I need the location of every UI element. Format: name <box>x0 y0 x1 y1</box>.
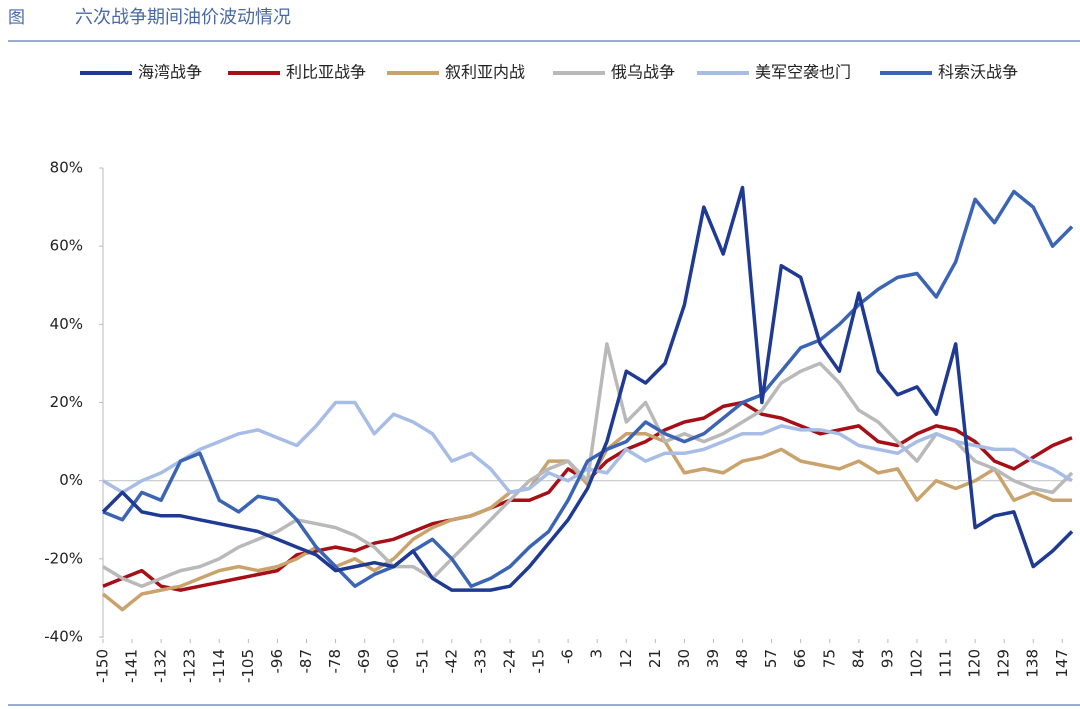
x-tick-label: 147 <box>1053 649 1071 678</box>
x-tick-label: -69 <box>355 649 373 674</box>
x-tick-label: -24 <box>500 649 518 674</box>
legend-label: 利比亚战争 <box>286 63 366 82</box>
series-line <box>102 189 1074 588</box>
x-tick-label: -132 <box>152 649 170 683</box>
x-tick-label: -105 <box>239 649 257 683</box>
x-tick-label: 111 <box>937 649 955 678</box>
x-tick-label: -114 <box>210 649 228 683</box>
x-tick-label: -96 <box>268 649 286 674</box>
x-tick-label: -78 <box>326 649 344 674</box>
x-tick-label: 120 <box>966 649 984 678</box>
x-tick-label: -6 <box>559 649 577 664</box>
x-tick-label: 93 <box>878 649 896 668</box>
x-tick-label: -150 <box>94 649 112 683</box>
legend-label: 俄乌战争 <box>611 63 675 82</box>
series-line <box>101 185 1074 592</box>
x-tick-label: 3 <box>588 649 606 659</box>
x-tick-label: 39 <box>704 649 722 668</box>
legend-label: 美军空袭也门 <box>755 63 851 82</box>
x-tick-label: 12 <box>617 649 635 668</box>
x-tick-label: -87 <box>297 649 315 674</box>
x-tick-label: -51 <box>413 649 431 674</box>
y-tick-label: -40% <box>44 628 83 646</box>
x-tick-label: 57 <box>762 649 780 668</box>
x-tick-label: 30 <box>675 649 693 668</box>
legend-label: 叙利亚内战 <box>445 63 525 82</box>
chart-title: 六次战争期间油价波动情况 <box>75 7 291 28</box>
y-tick-label: 80% <box>50 159 83 177</box>
figure-label: 图 <box>8 8 25 28</box>
x-tick-label: -60 <box>384 649 402 674</box>
x-tick-label: 21 <box>646 649 664 668</box>
x-tick-label: -141 <box>123 649 141 683</box>
legend-label: 科索沃战争 <box>938 63 1018 82</box>
x-tick-label: 84 <box>849 649 867 668</box>
y-tick-label: 40% <box>50 315 83 333</box>
y-tick-label: 20% <box>50 393 83 411</box>
x-tick-label: 75 <box>820 649 838 668</box>
x-tick-label: -33 <box>471 649 489 674</box>
x-tick-label: -15 <box>530 649 548 674</box>
series-line <box>102 400 1073 495</box>
x-tick-label: -123 <box>181 649 199 683</box>
x-tick-label: 129 <box>995 649 1013 678</box>
x-tick-label: 138 <box>1024 649 1042 678</box>
series-line <box>102 342 1074 588</box>
x-tick-label: 48 <box>733 649 751 668</box>
x-tick-label: 102 <box>907 649 925 678</box>
y-tick-label: -20% <box>44 549 83 567</box>
legend-label: 海湾战争 <box>138 63 202 82</box>
x-tick-label: -42 <box>442 649 460 674</box>
x-tick-label: 66 <box>791 649 809 668</box>
y-tick-label: 60% <box>50 237 83 255</box>
y-tick-label: 0% <box>59 471 83 489</box>
